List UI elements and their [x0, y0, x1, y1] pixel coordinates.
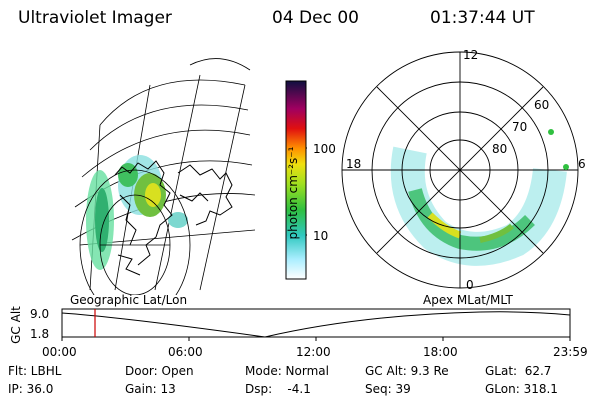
colorbar-tick-10: 10: [313, 229, 329, 243]
colorbar-tick-100: 100: [313, 142, 336, 156]
geographic-map: [71, 58, 256, 295]
info-gain: Gain: 13: [125, 382, 176, 396]
app-title: Ultraviolet Imager: [18, 8, 172, 28]
polar-plot: [341, 51, 579, 289]
mlt-label-18: 18: [346, 157, 362, 171]
time-label: 01:37:44 UT: [430, 8, 535, 28]
info-seq: Seq: 39: [365, 382, 411, 396]
polar-aurora: [390, 146, 567, 266]
colorbar-unit-label: photon cm⁻²s⁻¹: [286, 146, 300, 240]
timeline-ytick-9: 9.0: [30, 307, 50, 321]
timeline-xtick-0600: 06:00: [168, 345, 203, 359]
info-ip: IP: 36.0: [8, 382, 54, 396]
mlt-label-0: 0: [466, 278, 474, 292]
info-dsp: Dsp: -4.1: [245, 382, 311, 396]
info-gc-alt: GC Alt: 9.3 Re: [365, 364, 449, 378]
timeline-xtick-1200: 12:00: [296, 345, 331, 359]
lat-label-80: 80: [492, 142, 508, 156]
timeline-xtick-2359: 23:59: [553, 345, 588, 359]
lat-label-60: 60: [534, 98, 550, 112]
timeline-left-caption: Geographic Lat/Lon: [70, 293, 188, 307]
info-mode: Mode: Normal: [245, 364, 329, 378]
info-glat: GLat: 62.7: [485, 364, 552, 378]
info-flt: Flt: LBHL: [8, 364, 62, 378]
altitude-timeline: [61, 308, 571, 341]
mlt-label-6: 6: [578, 157, 586, 171]
timeline-axis-title: GC Alt: [9, 306, 23, 344]
timeline-right-caption: Apex MLat/MLT: [423, 293, 513, 307]
aurora-emission: [86, 155, 188, 270]
colorbar: [285, 80, 307, 280]
timeline-xtick-1800: 18:00: [423, 345, 458, 359]
timeline-xtick-0000: 00:00: [42, 345, 77, 359]
mlt-label-12: 12: [463, 48, 479, 62]
coastlines: [114, 160, 233, 276]
info-door: Door: Open: [125, 364, 194, 378]
date-label: 04 Dec 00: [272, 8, 359, 28]
timeline-ytick-1-8: 1.8: [30, 327, 50, 341]
info-glon: GLon: 318.1: [485, 382, 558, 396]
lat-label-70: 70: [512, 120, 528, 134]
